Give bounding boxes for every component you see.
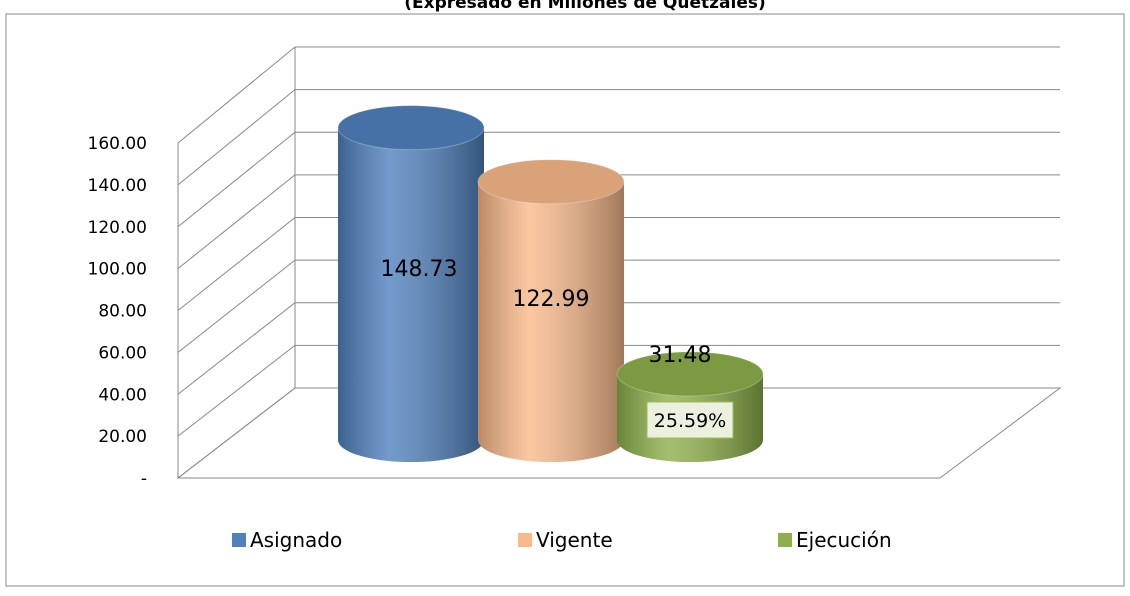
annotation: 25.59% xyxy=(654,410,726,432)
y-tick-label: 160.00 xyxy=(88,134,147,154)
legend-swatch xyxy=(778,533,792,547)
grid-line-side xyxy=(177,259,296,353)
cylinder-top-shade xyxy=(338,105,484,150)
cylinder-top xyxy=(477,159,625,205)
grid-line-side xyxy=(177,344,296,437)
grid-line-side xyxy=(177,302,296,395)
grid-line-side xyxy=(177,387,296,479)
legend-label: Asignado xyxy=(250,528,342,552)
cylinder-shade xyxy=(478,181,624,462)
chart-subtitle: (Expresado en Millones de Quetzales) xyxy=(404,0,766,13)
legend-swatch xyxy=(518,533,532,547)
grid-line-side xyxy=(177,131,296,228)
y-tick-label: - xyxy=(141,469,147,489)
y-tick-label: 20.00 xyxy=(98,427,147,447)
legend-swatch xyxy=(232,533,246,547)
cylinder-shade xyxy=(338,127,484,463)
cylinder-top-shade xyxy=(478,159,624,204)
value-label: 31.48 xyxy=(649,343,712,368)
y-tick-label: 80.00 xyxy=(98,302,147,322)
annotation-box xyxy=(646,401,734,439)
y-tick-label: 140.00 xyxy=(88,176,147,196)
grid-line-side xyxy=(177,46,296,144)
y-tick-label: 120.00 xyxy=(88,218,147,238)
value-label: 148.73 xyxy=(381,257,458,282)
grid-line-side xyxy=(177,174,296,270)
value-label: 122.99 xyxy=(513,287,590,312)
y-tick-label: 60.00 xyxy=(98,343,147,363)
y-tick-label: 100.00 xyxy=(88,260,147,280)
grid-line-side xyxy=(177,89,296,186)
cylinder-top-shade xyxy=(617,351,763,396)
cylinder-top xyxy=(616,351,764,397)
legend-label: Vigente xyxy=(536,528,613,552)
grid-line-side xyxy=(177,217,296,311)
legend-label: Ejecución xyxy=(796,528,892,552)
cylinder-top xyxy=(337,105,485,151)
y-tick-label: 40.00 xyxy=(98,385,147,405)
